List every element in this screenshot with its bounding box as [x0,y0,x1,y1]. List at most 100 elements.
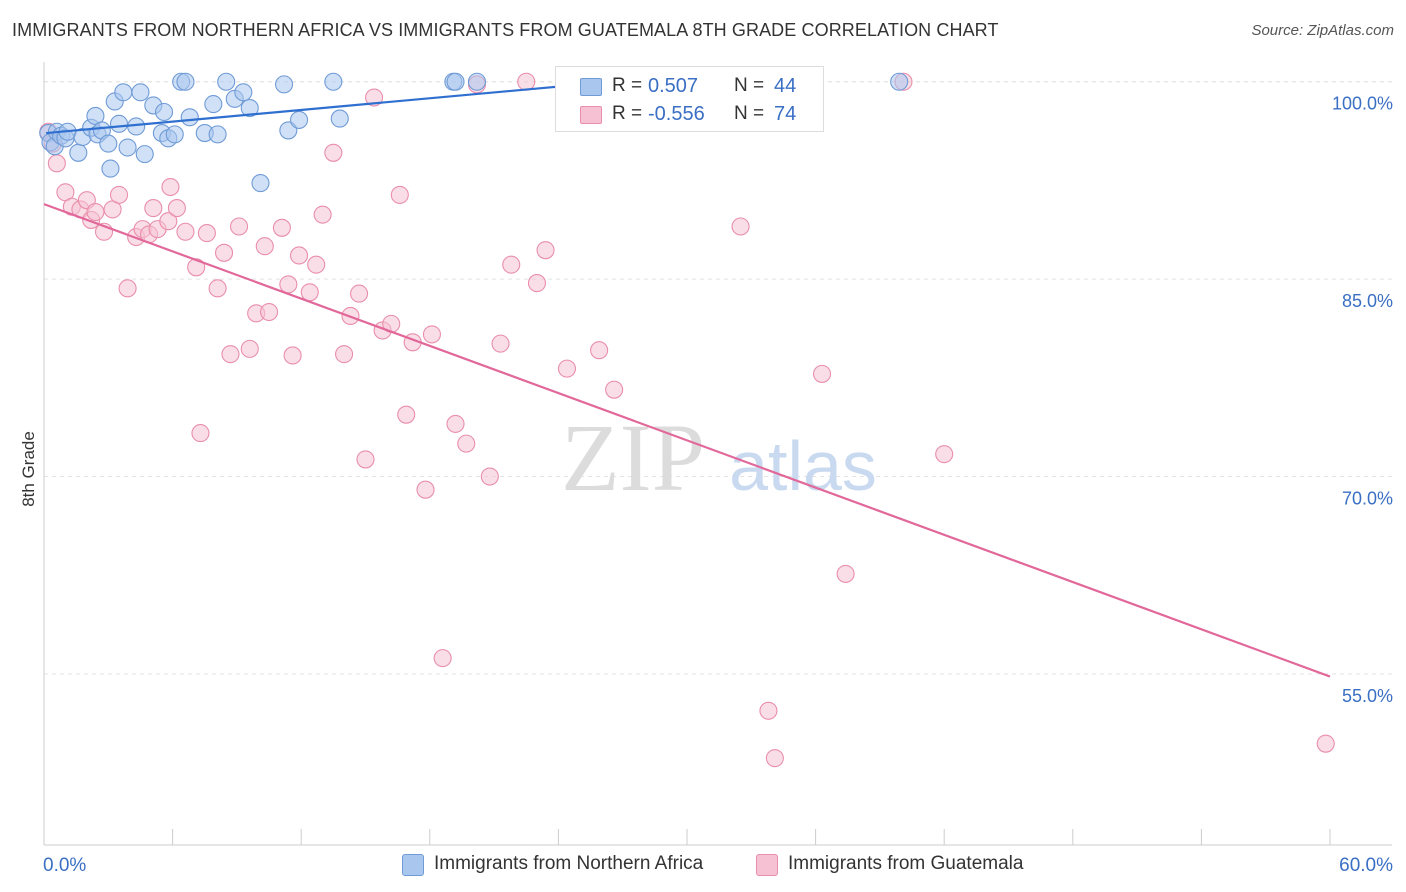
tick-labels: 55.0% 70.0% 85.0% 100.0% 0.0% 60.0% [43,94,1393,876]
point-guatemala [365,88,384,107]
legend-row-guatemala: R = -0.556 N = 74 [556,99,823,129]
source-label: Source: ZipAtlas.com [1251,22,1394,39]
x-tick-label: 0.0% [43,855,86,876]
point-northern-africa [114,83,133,102]
point-guatemala [422,325,441,344]
gridlines [44,81,1392,675]
point-guatemala [229,217,249,236]
point-northern-africa [890,72,909,91]
point-guatemala [240,339,259,358]
point-northern-africa [324,72,343,91]
point-guatemala [167,199,186,218]
point-northern-africa [131,83,150,102]
point-northern-africa [240,99,259,118]
n-value: 44 [774,75,797,97]
r-label: R = [612,75,643,96]
trend-line-northern-africa [46,80,613,135]
point-guatemala [491,334,510,353]
point-guatemala [300,283,319,302]
watermark-zip: ZIP [561,404,705,511]
point-northern-africa [69,143,88,162]
point-northern-africa [109,114,129,133]
point-northern-africa [135,145,154,164]
point-northern-africa [165,125,184,144]
point-northern-africa [234,83,253,102]
point-northern-africa [251,174,270,193]
trend-lines [43,80,1331,678]
point-guatemala [416,480,435,499]
legend-label: Immigrants from Guatemala [788,853,1024,874]
legend-row-northern-africa: R = 0.507 N = 44 [556,71,823,101]
point-guatemala [176,222,195,241]
point-northern-africa [330,109,349,128]
point-guatemala [208,279,227,298]
y-tick-label: 70.0% [1342,489,1393,509]
point-guatemala [765,749,784,768]
point-guatemala [221,345,240,364]
point-northern-africa [204,95,223,114]
point-guatemala [557,359,577,378]
point-guatemala [457,434,476,453]
point-guatemala [144,199,163,218]
y-tick-label: 100.0% [1332,94,1393,114]
point-guatemala [86,202,105,222]
data-points [39,72,1335,768]
point-northern-africa [176,72,195,91]
point-northern-africa [118,138,137,157]
watermark-atlas: atlas [729,427,877,505]
point-guatemala [935,445,954,464]
point-guatemala [324,143,343,162]
point-guatemala [307,255,326,274]
point-guatemala [502,255,521,274]
point-guatemala [283,346,302,365]
point-guatemala [47,154,66,173]
legend-swatch-pink [756,854,778,876]
y-tick-label: 55.0% [1342,686,1393,706]
legend-label: Immigrants from Northern Africa [434,853,704,874]
r-value: -0.556 [648,103,705,125]
point-guatemala [433,649,452,668]
point-guatemala [335,345,354,364]
point-guatemala [605,380,624,399]
point-guatemala [350,284,369,303]
r-value: 0.507 [648,75,699,97]
point-guatemala [812,364,832,383]
point-northern-africa [275,75,294,94]
point-guatemala [731,217,750,236]
point-guatemala [536,241,555,260]
point-guatemala [272,218,291,237]
legend-swatch-blue [580,78,602,96]
point-guatemala [290,246,309,265]
point-guatemala [109,185,129,204]
point-northern-africa [446,72,465,91]
point-northern-africa [99,134,118,153]
n-label: N = [734,75,765,96]
point-guatemala [259,302,279,322]
point-guatemala [836,564,855,583]
series-legend: Immigrants from Northern Africa Immigran… [0,850,1406,880]
n-value: 74 [774,103,797,125]
point-northern-africa [467,72,487,91]
chart-title: IMMIGRANTS FROM NORTHERN AFRICA VS IMMIG… [12,20,999,40]
point-northern-africa [154,102,174,122]
n-label: N = [734,103,765,124]
point-northern-africa [290,110,309,129]
point-guatemala [279,275,298,294]
correlation-legend: R = 0.507 N = 44 R = -0.556 N = 74 [555,66,824,132]
point-northern-africa [208,125,227,144]
point-guatemala [161,177,180,197]
y-tick-label: 85.0% [1342,291,1393,311]
trend-line-guatemala [43,203,1331,678]
point-guatemala [517,72,536,91]
point-guatemala [214,243,234,262]
point-guatemala [527,274,547,293]
point-guatemala [1316,734,1335,753]
point-guatemala [313,205,332,224]
point-guatemala [390,185,409,204]
point-guatemala [191,424,210,443]
point-guatemala [759,701,778,720]
point-northern-africa [101,159,120,178]
point-guatemala [446,414,465,433]
point-guatemala [255,237,274,256]
